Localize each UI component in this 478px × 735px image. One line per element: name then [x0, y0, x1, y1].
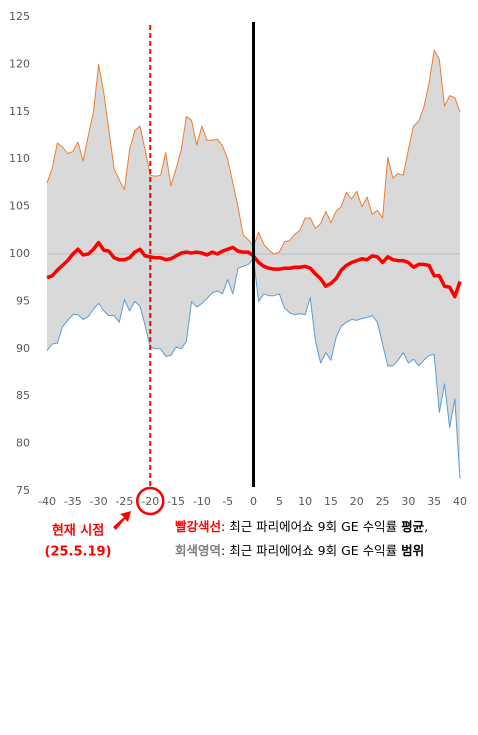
- y-tick-label: 110: [9, 152, 30, 165]
- y-tick-label: 105: [9, 200, 30, 213]
- x-tick-label: 35: [427, 495, 441, 508]
- annotation: (25.5.19): [45, 545, 112, 560]
- note-part: 평균: [401, 519, 425, 534]
- note-part: : 최근 파리에어쇼 9회 GE 수익률: [221, 519, 401, 534]
- highlight-circle: [136, 486, 165, 516]
- note: 회색영역: 최근 파리에어쇼 9회 GE 수익률 범위: [175, 543, 424, 558]
- y-tick-label: 95: [16, 294, 30, 307]
- y-tick-label: 115: [9, 105, 30, 118]
- note-part: 범위: [401, 543, 424, 558]
- x-tick-label: 30: [401, 495, 415, 508]
- arrow: [113, 511, 131, 530]
- x-tick-label: -30: [90, 495, 108, 508]
- y-tick-label: 100: [9, 247, 30, 260]
- note-part: : 최근 파리에어쇼 9회 GE 수익률: [221, 543, 401, 558]
- x-tick-label: 25: [376, 495, 390, 508]
- y-tick-label: 75: [16, 484, 30, 497]
- note-part: 빨강색선: [175, 519, 221, 534]
- x-tick-label: 20: [350, 495, 364, 508]
- y-tick-label: 125: [9, 10, 30, 23]
- y-tick-label: 80: [16, 437, 30, 450]
- x-tick-label: 10: [298, 495, 312, 508]
- note-part: 회색영역: [175, 543, 221, 558]
- y-tick-label: 90: [16, 342, 30, 355]
- annotation: 현재 시점: [52, 523, 104, 539]
- x-tick-label: -35: [64, 495, 82, 508]
- x-tick-label: -5: [222, 495, 233, 508]
- range-area: [47, 50, 460, 479]
- note-part: ,: [424, 519, 428, 534]
- note: 빨강색선: 최근 파리에어쇼 9회 GE 수익률 평균,: [175, 519, 428, 534]
- x-tick-label: -15: [167, 495, 185, 508]
- x-tick-label: 15: [324, 495, 338, 508]
- x-tick-label: 40: [453, 495, 467, 508]
- x-tick-label: 0: [250, 495, 257, 508]
- x-tick-label: 5: [276, 495, 283, 508]
- x-tick-label: -20: [141, 495, 159, 508]
- x-tick-label: -25: [115, 495, 133, 508]
- y-tick-label: 85: [16, 389, 30, 402]
- y-tick-label: 120: [9, 57, 30, 70]
- x-tick-label: -10: [193, 495, 211, 508]
- x-tick-label: -40: [38, 495, 56, 508]
